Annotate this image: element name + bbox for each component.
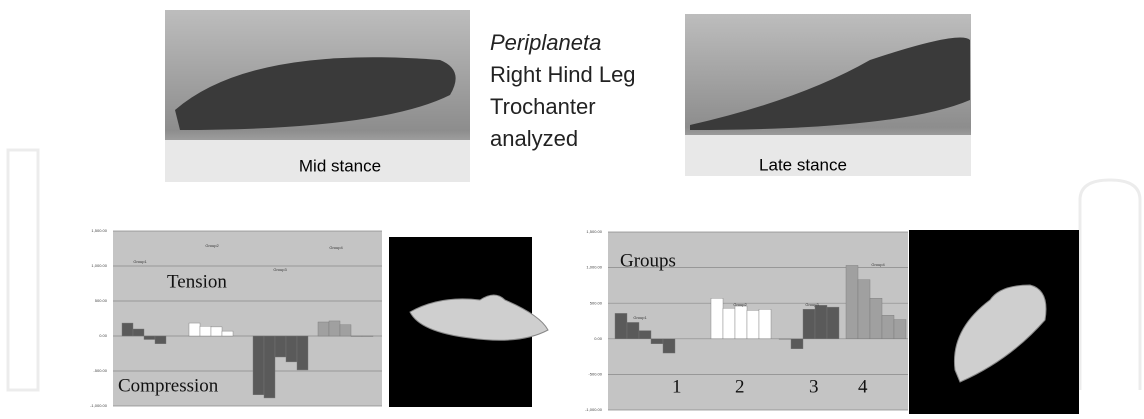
y-tick-label: 1,500.00 [586, 229, 602, 234]
bar [882, 315, 894, 338]
y-tick-label: -1,000.00 [90, 403, 108, 408]
bar [155, 336, 166, 344]
group-label: Group1 [633, 315, 647, 320]
description: analyzed [490, 126, 578, 151]
y-tick-label: -500.00 [588, 371, 602, 376]
bar [759, 309, 771, 339]
bar [286, 336, 297, 362]
bar [663, 339, 675, 353]
bar [144, 336, 155, 340]
bar [200, 326, 211, 336]
annotation: 3 [809, 376, 819, 397]
bar [779, 339, 791, 340]
annotation: 1 [672, 376, 682, 397]
figure: Mid stance Late stance Periplaneta Right… [0, 0, 1144, 414]
bar [627, 322, 639, 338]
bar [351, 336, 362, 337]
bar [211, 327, 222, 336]
y-tick-label: 500.00 [590, 300, 603, 305]
bar [133, 329, 144, 336]
bar [747, 310, 759, 338]
bar [651, 339, 663, 344]
annotation: 2 [735, 376, 745, 397]
bar [253, 336, 264, 395]
bar [858, 280, 870, 339]
bar [827, 307, 839, 339]
group-label: Group3 [805, 302, 819, 307]
bar [711, 298, 723, 339]
group-label: Group4 [329, 245, 343, 250]
bar [362, 336, 373, 337]
bar [275, 336, 286, 357]
description: Trochanter [490, 94, 596, 119]
bar [122, 323, 133, 336]
y-tick-label: -1,000.00 [585, 407, 603, 412]
y-tick-label: 1,500.00 [91, 228, 107, 233]
group-label: Group2 [205, 243, 219, 248]
y-tick-label: 0.00 [594, 336, 603, 341]
description: Right Hind Leg [490, 62, 636, 87]
caption: Mid stance [299, 156, 381, 175]
bar [615, 313, 627, 338]
bar [803, 309, 815, 339]
bar [329, 321, 340, 336]
bar [189, 323, 200, 336]
bar [639, 331, 651, 339]
bar [870, 298, 882, 339]
bar [222, 331, 233, 336]
caption: Late stance [759, 155, 847, 174]
bar [340, 325, 351, 336]
annotation: 4 [858, 376, 868, 397]
y-tick-label: 0.00 [99, 333, 108, 338]
group-label: Group4 [871, 262, 885, 267]
bar [846, 265, 858, 338]
bar [735, 306, 747, 339]
bar [815, 305, 827, 338]
annotation: Compression [118, 375, 219, 396]
annotation: Tension [167, 271, 227, 292]
species: Periplaneta [490, 30, 601, 55]
bar [297, 336, 308, 370]
bar [894, 320, 906, 339]
y-tick-label: -500.00 [93, 368, 107, 373]
page: Mid stance Late stance Periplaneta Right… [0, 0, 1144, 419]
bar [264, 336, 275, 398]
y-tick-label: 1,000.00 [586, 265, 602, 270]
y-tick-label: 1,000.00 [91, 263, 107, 268]
group-label: Group1 [133, 259, 147, 264]
bar [723, 308, 735, 339]
group-label: Group3 [273, 267, 287, 272]
group-label: Group2 [733, 302, 747, 307]
annotation: Groups [620, 250, 676, 271]
bar [791, 339, 803, 349]
bar [318, 322, 329, 336]
y-tick-label: 500.00 [95, 298, 108, 303]
